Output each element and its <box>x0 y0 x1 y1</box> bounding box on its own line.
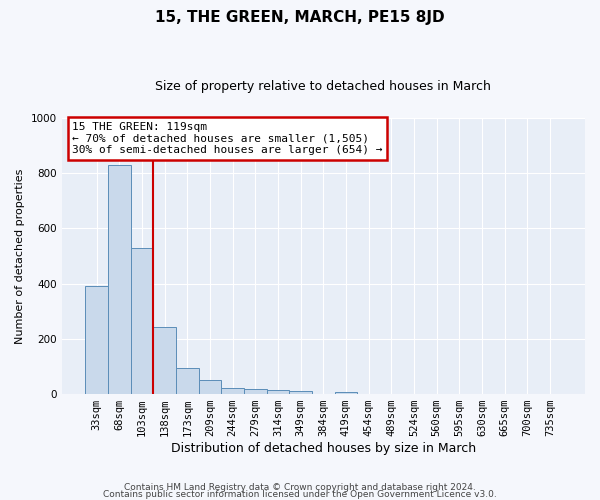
Bar <box>85 286 108 394</box>
Text: 15 THE GREEN: 119sqm
← 70% of detached houses are smaller (1,505)
30% of semi-de: 15 THE GREEN: 119sqm ← 70% of detached h… <box>72 122 383 155</box>
Bar <box>244 389 266 394</box>
Bar <box>289 392 312 394</box>
Title: Size of property relative to detached houses in March: Size of property relative to detached ho… <box>155 80 491 93</box>
Y-axis label: Number of detached properties: Number of detached properties <box>15 168 25 344</box>
Text: 15, THE GREEN, MARCH, PE15 8JD: 15, THE GREEN, MARCH, PE15 8JD <box>155 10 445 25</box>
Text: Contains HM Land Registry data © Crown copyright and database right 2024.: Contains HM Land Registry data © Crown c… <box>124 484 476 492</box>
Bar <box>154 327 176 394</box>
Bar <box>108 164 131 394</box>
Bar <box>335 392 357 394</box>
Text: Contains public sector information licensed under the Open Government Licence v3: Contains public sector information licen… <box>103 490 497 499</box>
Bar <box>176 368 199 394</box>
Bar <box>221 388 244 394</box>
Bar <box>266 390 289 394</box>
Bar <box>199 380 221 394</box>
X-axis label: Distribution of detached houses by size in March: Distribution of detached houses by size … <box>171 442 476 455</box>
Bar <box>131 248 154 394</box>
